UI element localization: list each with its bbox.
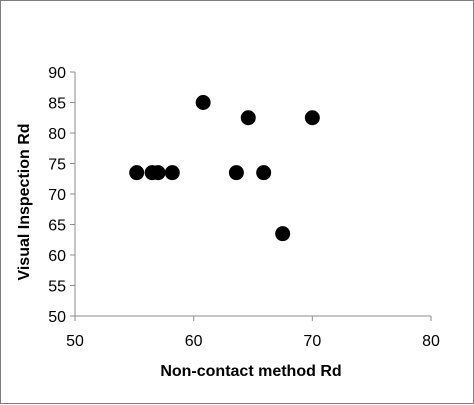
y-tick-group: 50 55 60 65 70 75 80 85 90 xyxy=(48,65,75,326)
y-tick-label: 80 xyxy=(48,126,66,143)
data-point xyxy=(129,165,145,181)
x-tick-label: 60 xyxy=(185,333,203,350)
x-tick-group: 50 60 70 80 xyxy=(66,316,440,350)
data-point xyxy=(240,110,256,126)
axes xyxy=(74,72,431,317)
data-point xyxy=(195,95,211,110)
data-point xyxy=(304,110,320,126)
data-point xyxy=(256,165,272,181)
x-tick-label: 50 xyxy=(66,333,84,350)
data-point xyxy=(228,165,244,181)
y-axis-title: Visual Inspection Rd xyxy=(16,123,33,280)
y-tick-label: 60 xyxy=(48,248,66,265)
y-tick-label: 85 xyxy=(48,96,66,113)
data-point xyxy=(150,165,166,181)
y-tick-label: 65 xyxy=(48,218,66,235)
x-tick-label: 80 xyxy=(422,333,440,350)
y-tick-label: 90 xyxy=(48,65,66,82)
y-tick-label: 70 xyxy=(48,187,66,204)
y-tick-label: 55 xyxy=(48,279,66,296)
y-tick-label: 50 xyxy=(48,309,66,326)
x-axis-title: Non-contact method Rd xyxy=(160,363,341,380)
data-points xyxy=(129,95,320,242)
x-tick-label: 70 xyxy=(303,333,321,350)
y-tick-label: 75 xyxy=(48,157,66,174)
data-point xyxy=(164,165,180,181)
data-point xyxy=(275,226,291,242)
